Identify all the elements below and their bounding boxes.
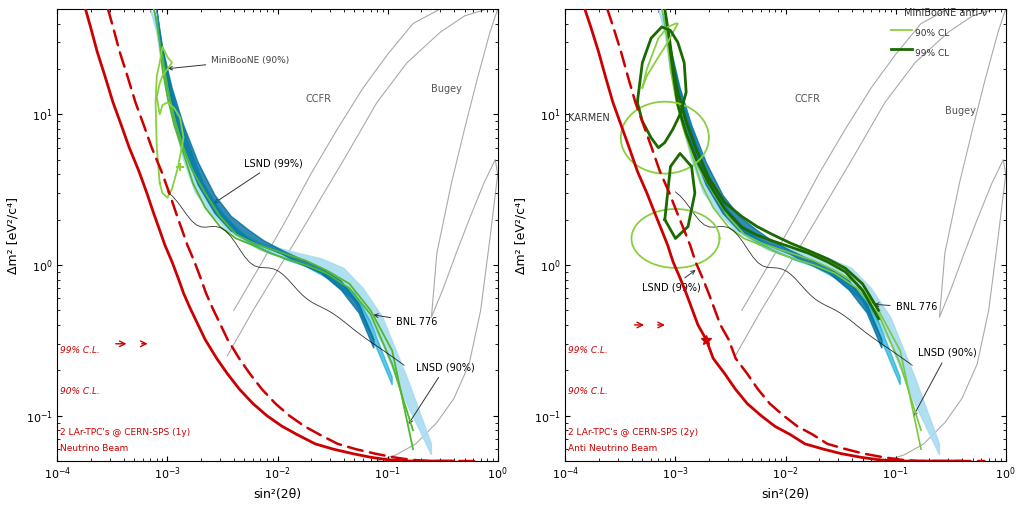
Text: BNL 776: BNL 776	[875, 302, 937, 312]
X-axis label: sin²(2θ): sin²(2θ)	[254, 488, 302, 501]
Text: 2 LAr-TPC's @ CERN-SPS (2y): 2 LAr-TPC's @ CERN-SPS (2y)	[568, 428, 698, 436]
Polygon shape	[153, 9, 392, 385]
Text: CCFR: CCFR	[306, 94, 331, 104]
Polygon shape	[665, 9, 882, 348]
Text: 2 LAr-TPC's @ CERN-SPS (1y): 2 LAr-TPC's @ CERN-SPS (1y)	[59, 428, 190, 436]
Y-axis label: Δm² [eV²/c⁴]: Δm² [eV²/c⁴]	[515, 197, 528, 273]
Text: KARMEN: KARMEN	[568, 113, 610, 123]
Text: BNL 776: BNL 776	[374, 314, 438, 327]
Text: MiniBooNE anti-ν: MiniBooNE anti-ν	[904, 8, 987, 18]
Text: Anti Neutrino Beam: Anti Neutrino Beam	[568, 444, 657, 453]
Text: LSND (99%): LSND (99%)	[642, 271, 701, 292]
Polygon shape	[150, 9, 432, 455]
Text: 90% C.L.: 90% C.L.	[568, 387, 608, 396]
Text: Bugey: Bugey	[945, 106, 976, 116]
Polygon shape	[157, 9, 373, 348]
Text: Bugey: Bugey	[432, 84, 462, 94]
Text: LNSD (90%): LNSD (90%)	[409, 362, 475, 423]
X-axis label: sin²(2θ): sin²(2θ)	[761, 488, 809, 501]
Text: CCFR: CCFR	[794, 94, 820, 104]
Text: 90% CL: 90% CL	[915, 29, 949, 38]
Text: 99% C.L.: 99% C.L.	[59, 346, 99, 355]
Y-axis label: Δm² [eV²/c⁴]: Δm² [eV²/c⁴]	[7, 197, 19, 273]
Text: Neutrino Beam: Neutrino Beam	[59, 444, 128, 453]
Text: 99% CL: 99% CL	[915, 49, 949, 58]
Text: MiniBooNE (90%): MiniBooNE (90%)	[169, 56, 290, 70]
Text: LNSD (90%): LNSD (90%)	[914, 347, 977, 416]
Text: LSND (99%): LSND (99%)	[215, 158, 303, 203]
Text: 99% C.L.: 99% C.L.	[568, 346, 608, 355]
Polygon shape	[659, 9, 939, 455]
Polygon shape	[662, 9, 900, 385]
Text: 90% C.L.: 90% C.L.	[59, 387, 99, 396]
